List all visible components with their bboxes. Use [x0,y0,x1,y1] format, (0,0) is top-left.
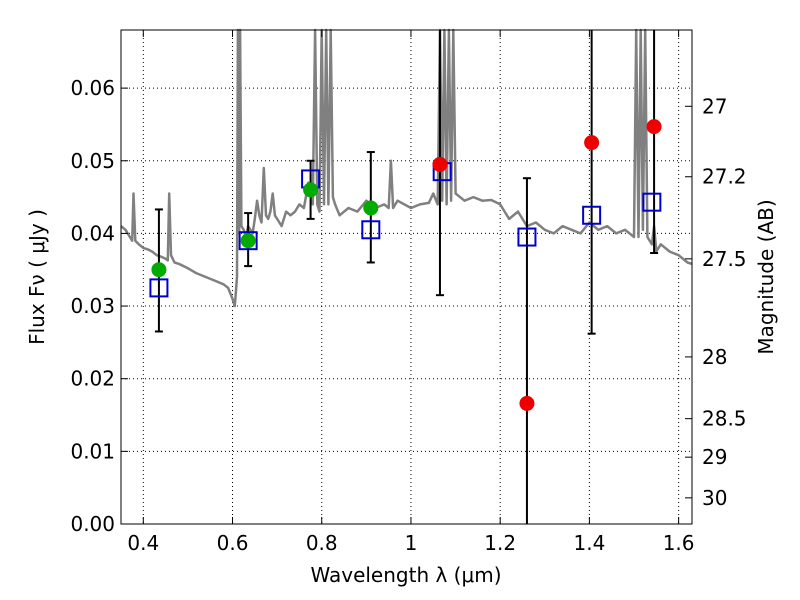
model-spectrum-layer [120,28,693,308]
y-tick-label: 0.05 [70,149,115,173]
y-axis-label: Flux Fν ( μJy ) [25,209,49,345]
ticks-layer: 0.4 0.6 0.8 1 1.2 1.4 1.6 0.00 0.01 0.02 0.03 0.04 0… [70,30,747,555]
upper-limit-point [584,135,600,151]
x-axis-label: Wavelength λ (μm) [310,563,501,587]
y-tick-label: 0.01 [70,439,115,463]
model-point-square [238,231,258,251]
model-point-square [149,278,169,298]
right-tick-label: 27.2 [702,165,747,189]
right-tick-label: 28 [702,345,727,369]
upper-limit-point [646,119,662,135]
y-tick-label: 0.03 [70,294,115,318]
x-tick-label: 0.6 [217,531,249,555]
plot-frame [120,29,693,525]
right-axis-label: Magnitude (AB) [754,199,778,354]
model-point-square [582,205,602,225]
y-tick-label: 0.06 [70,76,115,100]
detection-point [303,182,319,198]
right-tick-label: 27 [702,94,727,118]
y-tick-label: 0.04 [70,221,115,245]
x-tick-label: 0.4 [127,531,159,555]
detection-point [240,233,256,249]
errorbar-layer [154,30,659,524]
model-point-square [517,227,537,247]
x-tick-label: 1.4 [573,531,605,555]
model-point-square [642,192,662,212]
model-spectrum-line [120,28,693,308]
x-tick-label: 1.6 [663,531,695,555]
y-tick-label: 0.00 [70,512,115,536]
right-tick-label: 30 [702,486,727,510]
right-tick-label: 29 [702,445,727,469]
upper-limit-point [519,395,535,411]
detection-point [363,200,379,216]
right-tick-label: 28.5 [702,407,747,431]
data-points-layer [149,119,662,411]
detection-point [151,262,167,278]
y-tick-label: 0.02 [70,367,115,391]
x-tick-label: 0.8 [306,531,338,555]
x-tick-label: 1 [405,531,418,555]
x-tick-label: 1.2 [484,531,516,555]
upper-limit-point [432,156,448,172]
right-tick-label: 27.5 [702,247,747,271]
model-point-square [361,220,381,240]
